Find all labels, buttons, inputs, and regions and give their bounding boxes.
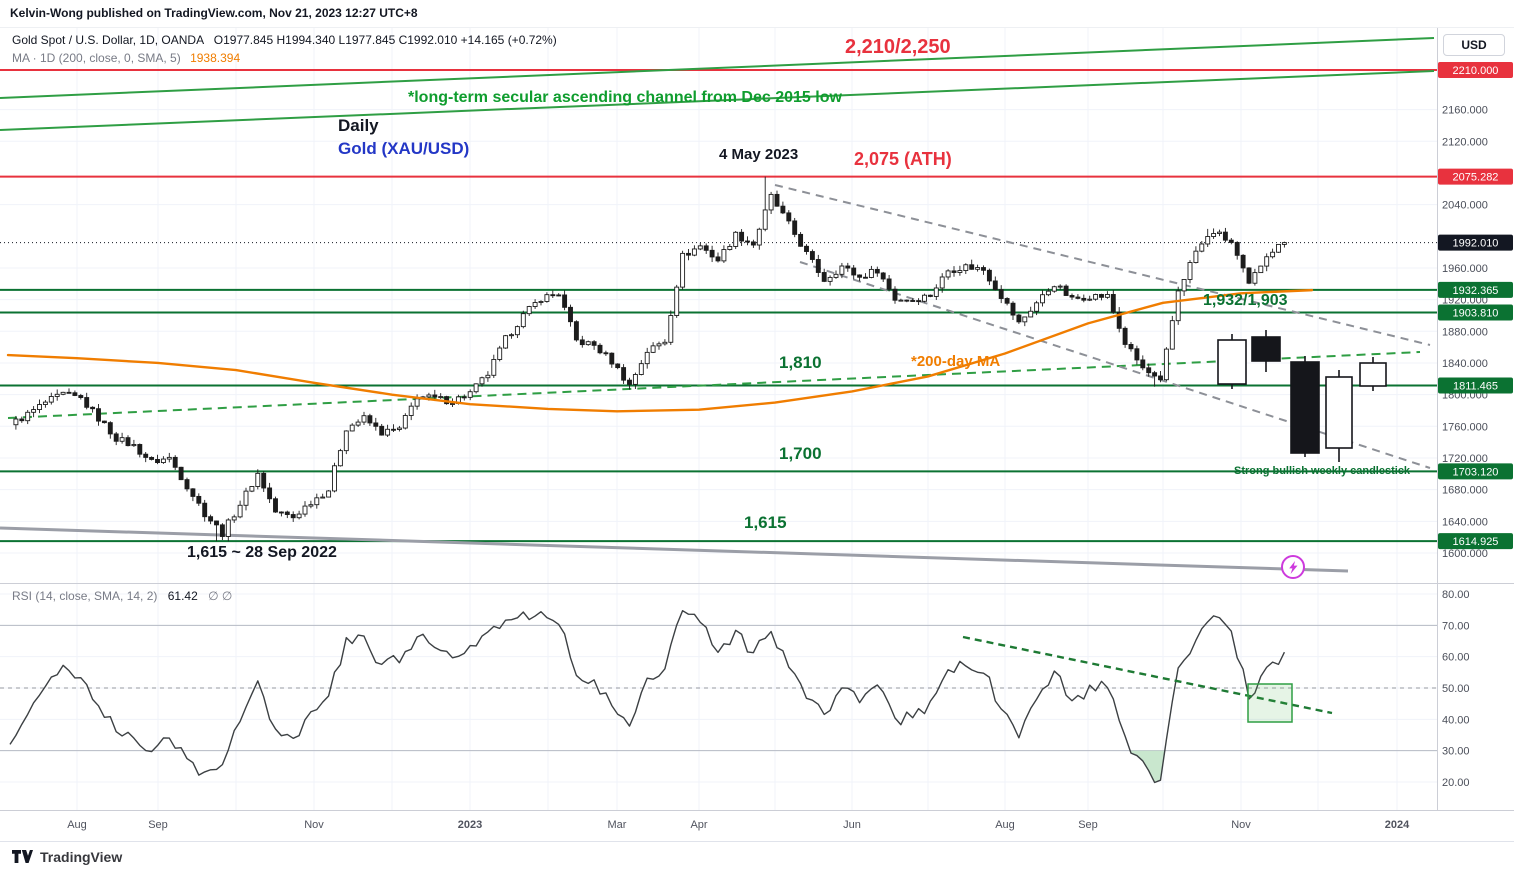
svg-text:1720.000: 1720.000 bbox=[1442, 453, 1488, 465]
svg-text:30.00: 30.00 bbox=[1442, 746, 1470, 758]
ohlc-values: O1977.845 H1994.340 L1977.845 C1992.010 … bbox=[213, 33, 557, 47]
annotation-ath[interactable]: 2,075 (ATH) bbox=[854, 149, 952, 169]
annotation-symbol-name[interactable]: Gold (XAU/USD) bbox=[338, 139, 470, 158]
svg-text:2040.000: 2040.000 bbox=[1442, 200, 1488, 212]
svg-text:Sep: Sep bbox=[1078, 819, 1098, 831]
svg-text:Jun: Jun bbox=[843, 819, 861, 831]
footer-bar: TradingView bbox=[0, 841, 1514, 871]
annotation-support-1615[interactable]: 1,615 bbox=[744, 513, 787, 532]
rsi-value: 61.42 bbox=[167, 589, 198, 603]
svg-text:50.00: 50.00 bbox=[1442, 683, 1470, 695]
svg-text:Mar: Mar bbox=[608, 819, 627, 831]
svg-text:Nov: Nov bbox=[1231, 819, 1251, 831]
time-axis[interactable]: Aug Sep Nov 2023 Mar Apr Jun Aug Sep Nov 2024 bbox=[67, 819, 1410, 831]
svg-text:60.00: 60.00 bbox=[1442, 652, 1470, 664]
annotation-resistance-1932-1903[interactable]: 1,932/1,903 bbox=[1203, 292, 1288, 309]
rsi-legend[interactable]: RSI (14, close, SMA, 14, 2) 61.42 ∅ ∅ bbox=[12, 589, 232, 603]
svg-text:2023: 2023 bbox=[458, 819, 482, 831]
svg-text:Sep: Sep bbox=[148, 819, 168, 831]
ma-label: MA · 1D (200, close, 0, SMA, 5) bbox=[12, 51, 181, 65]
svg-text:2120.000: 2120.000 bbox=[1442, 136, 1488, 148]
svg-text:Aug: Aug bbox=[67, 819, 87, 831]
flash-icon[interactable] bbox=[1281, 555, 1305, 579]
ma-200-line[interactable] bbox=[6, 288, 1314, 413]
svg-text:1614.925: 1614.925 bbox=[1453, 536, 1499, 548]
price-axis[interactable]: 2160.0002120.0002040.0001960.0001920.000… bbox=[1438, 62, 1513, 789]
svg-text:1960.000: 1960.000 bbox=[1442, 263, 1488, 275]
svg-text:40.00: 40.00 bbox=[1442, 714, 1470, 726]
svg-text:1903.810: 1903.810 bbox=[1453, 307, 1499, 319]
svg-text:2075.282: 2075.282 bbox=[1453, 172, 1499, 184]
svg-text:1811.465: 1811.465 bbox=[1453, 381, 1498, 393]
svg-text:Apr: Apr bbox=[690, 819, 707, 831]
annotation-support-1700[interactable]: 1,700 bbox=[779, 444, 822, 463]
rsi-hidden-plots-icon: ∅ ∅ bbox=[208, 589, 233, 603]
svg-text:70.00: 70.00 bbox=[1442, 620, 1470, 632]
svg-text:1760.000: 1760.000 bbox=[1442, 421, 1488, 433]
rsi-plot bbox=[9, 609, 1333, 784]
rsi-trendline bbox=[962, 635, 1333, 715]
annotation-may-top-date[interactable]: 4 May 2023 bbox=[719, 146, 799, 163]
ma-legend[interactable]: MA · 1D (200, close, 0, SMA, 5) 1938.394 bbox=[12, 51, 240, 65]
publish-bar: Kelvin-Wong published on TradingView.com… bbox=[0, 0, 1514, 28]
svg-text:Nov: Nov bbox=[304, 819, 324, 831]
svg-text:1932.365: 1932.365 bbox=[1453, 285, 1499, 297]
svg-text:2024: 2024 bbox=[1385, 819, 1410, 831]
symbol-title[interactable]: Gold Spot / U.S. Dollar, 1D, OANDA bbox=[12, 33, 204, 47]
annotation-sep-2022-low[interactable]: 1,615 ~ 28 Sep 2022 bbox=[187, 544, 337, 561]
ma-value: 1938.394 bbox=[190, 51, 241, 65]
publish-text: Kelvin-Wong published on TradingView.com… bbox=[10, 6, 418, 20]
svg-text:Aug: Aug bbox=[995, 819, 1015, 831]
svg-text:1992.010: 1992.010 bbox=[1453, 238, 1499, 250]
svg-text:20.00: 20.00 bbox=[1442, 777, 1470, 789]
annotation-ma200[interactable]: *200-day MA bbox=[911, 353, 1001, 370]
rsi-label: RSI (14, close, SMA, 14, 2) bbox=[12, 589, 158, 603]
svg-text:1880.000: 1880.000 bbox=[1442, 326, 1488, 338]
svg-text:80.00: 80.00 bbox=[1442, 589, 1470, 601]
currency-label[interactable]: USD bbox=[1443, 34, 1505, 56]
svg-text:2160.000: 2160.000 bbox=[1442, 105, 1488, 117]
brand-text[interactable]: TradingView bbox=[40, 848, 123, 865]
tradingview-logo-icon[interactable] bbox=[12, 850, 33, 863]
svg-text:1640.000: 1640.000 bbox=[1442, 516, 1488, 528]
svg-text:2210.000: 2210.000 bbox=[1453, 65, 1499, 77]
svg-text:1703.120: 1703.120 bbox=[1453, 466, 1499, 478]
weekly-candle-drawing[interactable] bbox=[1217, 330, 1387, 462]
svg-text:1600.000: 1600.000 bbox=[1442, 548, 1488, 560]
annotation-ascending-channel[interactable]: *long-term secular ascending channel fro… bbox=[408, 89, 842, 106]
symbol-legend[interactable]: Gold Spot / U.S. Dollar, 1D, OANDA O1977… bbox=[12, 33, 557, 47]
svg-text:1680.000: 1680.000 bbox=[1442, 485, 1488, 497]
rsi-highlight-box bbox=[1247, 683, 1293, 723]
annotation-timeframe[interactable]: Daily bbox=[338, 116, 379, 135]
annotation-support-1810[interactable]: 1,810 bbox=[779, 353, 822, 372]
annotation-weekly-candle-note[interactable]: Strong bullish weekly candlestick bbox=[1234, 465, 1411, 477]
lightning-glyph bbox=[1288, 560, 1297, 574]
svg-text:1840.000: 1840.000 bbox=[1442, 358, 1488, 370]
annotation-resistance-zone[interactable]: 2,210/2,250 bbox=[845, 36, 951, 58]
